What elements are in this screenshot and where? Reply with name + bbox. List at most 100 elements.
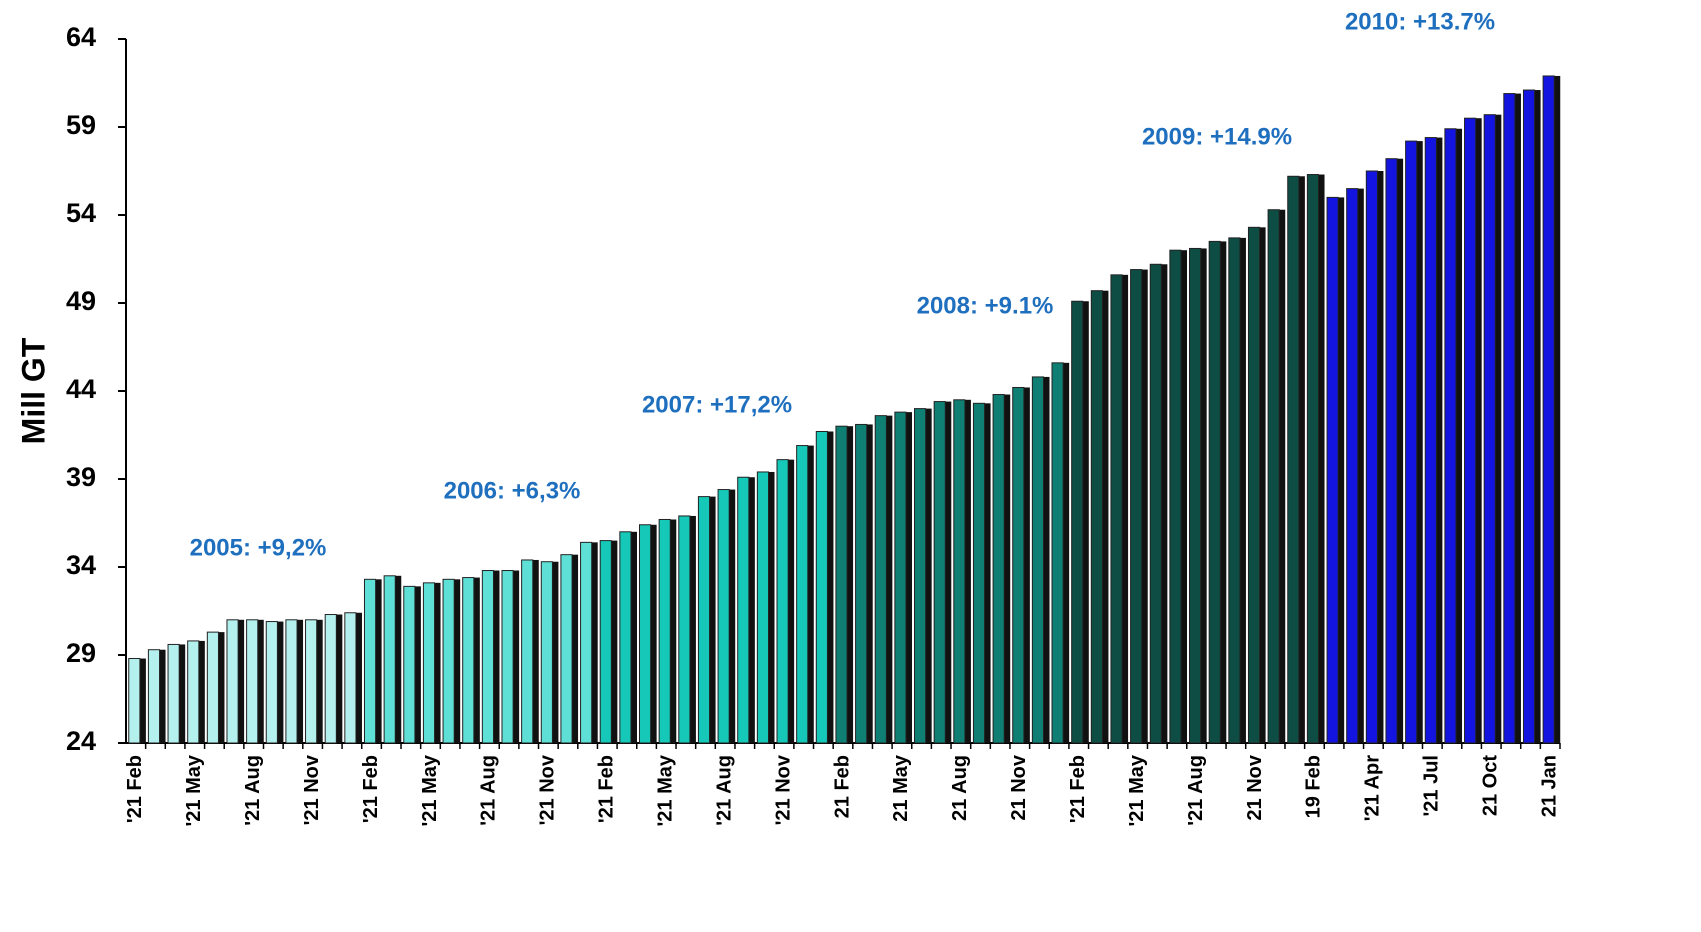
bar xyxy=(1464,117,1477,744)
annotation: 2005: +9,2% xyxy=(190,534,327,561)
y-tick-label: 24 xyxy=(66,726,96,756)
bar xyxy=(246,619,259,744)
x-tick-label: '21 Feb xyxy=(596,755,618,823)
bar xyxy=(619,531,632,744)
bar xyxy=(756,471,769,744)
x-tick-label: '21 May xyxy=(419,754,441,826)
bar xyxy=(815,430,828,744)
bar xyxy=(776,459,789,744)
x-tick-label: 21 Nov xyxy=(1244,754,1266,820)
bar xyxy=(1385,158,1398,744)
bar xyxy=(1247,226,1261,744)
bar xyxy=(658,518,671,744)
bar xyxy=(1208,240,1221,744)
bar xyxy=(638,524,652,744)
bar xyxy=(1444,128,1457,744)
x-tick-label: '21 May xyxy=(183,754,205,826)
bar xyxy=(540,561,553,744)
bar xyxy=(481,570,494,744)
x-tick-label: 21 Feb xyxy=(831,755,853,818)
x-tick-label: '21 Apr xyxy=(1362,755,1384,821)
bar xyxy=(933,401,946,744)
bar xyxy=(422,582,436,744)
x-tick-label: 21 Oct xyxy=(1480,755,1502,816)
bar xyxy=(1503,93,1516,744)
x-tick-label: '21 Nov xyxy=(537,754,559,825)
bar xyxy=(972,402,986,744)
bar xyxy=(1051,362,1064,744)
bar xyxy=(1306,174,1320,744)
x-tick-label: '21 May xyxy=(654,754,676,826)
bar xyxy=(1326,196,1339,744)
bar xyxy=(1483,114,1496,744)
bar xyxy=(678,515,691,744)
bar xyxy=(835,425,848,744)
x-tick-label: '21 Feb xyxy=(124,755,146,823)
bar xyxy=(1267,209,1280,744)
annotation: 2006: +6,3% xyxy=(444,477,581,504)
bar xyxy=(363,578,377,744)
x-tick-label: '21 Nov xyxy=(301,754,323,825)
y-tick-label: 59 xyxy=(66,110,96,140)
x-tick-label: '21 May xyxy=(1126,754,1148,826)
bar xyxy=(599,540,612,744)
bar xyxy=(697,496,711,744)
annotation: 2010: +13.7% xyxy=(1345,8,1495,35)
bar xyxy=(147,649,161,744)
bar xyxy=(1031,376,1045,744)
x-tick-label: '21 Aug xyxy=(1185,755,1207,826)
x-tick-label: '21 Feb xyxy=(1067,755,1089,823)
bar xyxy=(1071,300,1084,744)
bar xyxy=(1424,137,1437,744)
bar xyxy=(1287,175,1300,744)
bar xyxy=(344,612,357,744)
y-tick-label: 44 xyxy=(66,374,96,404)
x-tick-label: '21 Aug xyxy=(242,755,264,826)
y-tick-label: 34 xyxy=(66,550,96,580)
bar xyxy=(1090,290,1103,744)
bar xyxy=(855,423,868,744)
bar xyxy=(521,559,534,744)
bar xyxy=(324,614,337,744)
bar xyxy=(1346,188,1359,744)
bar xyxy=(383,575,396,744)
bar xyxy=(737,476,750,744)
bar xyxy=(501,570,514,744)
x-tick-label: 21 Aug xyxy=(949,755,971,821)
x-tick-label: '21 Jul xyxy=(1421,755,1443,816)
x-tick-label: 21 May xyxy=(890,754,912,822)
x-tick-label: 21 Jan xyxy=(1538,755,1560,817)
annotation: 2009: +14.9% xyxy=(1142,123,1292,150)
bar xyxy=(206,631,219,744)
bar xyxy=(1012,386,1025,744)
y-tick-label: 39 xyxy=(66,462,96,492)
bar xyxy=(874,415,887,744)
bar xyxy=(265,621,278,744)
bar xyxy=(167,643,180,744)
x-tick-label: 19 Feb xyxy=(1303,755,1325,818)
bar xyxy=(560,554,573,744)
bar xyxy=(894,411,907,744)
annotation: 2007: +17,2% xyxy=(642,391,792,418)
bar xyxy=(1228,237,1241,744)
bar xyxy=(462,577,475,744)
bar xyxy=(580,541,593,744)
bar xyxy=(1169,249,1182,744)
bar xyxy=(1189,247,1202,744)
bar xyxy=(717,489,730,744)
bar xyxy=(1542,75,1555,744)
bar xyxy=(1405,140,1418,744)
x-tick-label: 21 Nov xyxy=(1008,754,1030,820)
bar xyxy=(403,585,416,744)
y-tick-label: 64 xyxy=(66,22,96,52)
bar xyxy=(226,619,239,744)
x-tick-label: '21 Nov xyxy=(772,754,794,825)
annotation: 2008: +9.1% xyxy=(917,292,1054,319)
bar xyxy=(1110,274,1123,744)
y-tick-label: 29 xyxy=(66,638,96,668)
bar xyxy=(992,394,1005,744)
x-tick-label: '21 Aug xyxy=(478,755,500,826)
bar xyxy=(796,445,809,744)
y-axis-label: Mill GT xyxy=(15,337,51,444)
